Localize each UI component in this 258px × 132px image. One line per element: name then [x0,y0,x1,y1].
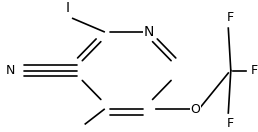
Text: F: F [251,64,258,77]
Text: N: N [144,25,155,39]
Text: F: F [227,11,234,24]
Text: I: I [66,1,70,15]
Text: N: N [6,64,15,77]
Text: F: F [227,117,234,130]
Text: O: O [191,103,201,116]
